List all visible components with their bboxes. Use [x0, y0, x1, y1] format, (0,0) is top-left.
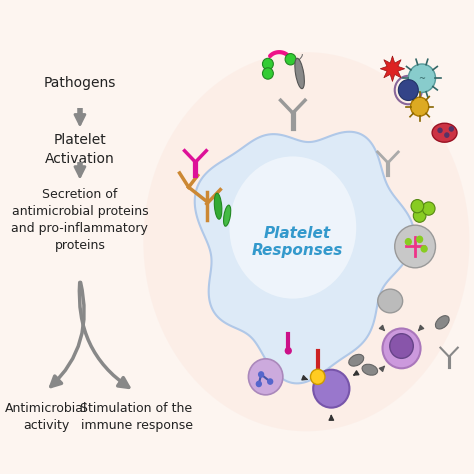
Ellipse shape: [295, 58, 304, 89]
Circle shape: [398, 80, 418, 100]
Circle shape: [285, 54, 296, 65]
Circle shape: [263, 58, 273, 70]
Circle shape: [267, 378, 273, 385]
Ellipse shape: [436, 316, 449, 329]
Circle shape: [395, 225, 436, 268]
Circle shape: [438, 128, 443, 133]
Ellipse shape: [432, 123, 457, 142]
Text: Platelet
Activation: Platelet Activation: [45, 133, 115, 165]
Circle shape: [422, 202, 435, 215]
Polygon shape: [380, 56, 405, 82]
Polygon shape: [195, 132, 414, 383]
Circle shape: [383, 328, 420, 368]
Circle shape: [248, 359, 283, 395]
Circle shape: [390, 334, 413, 358]
Circle shape: [416, 236, 423, 243]
Circle shape: [310, 369, 325, 384]
Circle shape: [285, 347, 292, 355]
Ellipse shape: [349, 355, 364, 366]
Circle shape: [444, 132, 449, 138]
Ellipse shape: [229, 156, 356, 299]
Circle shape: [448, 126, 454, 132]
Text: Pathogens: Pathogens: [44, 76, 116, 90]
Text: Antimicrobial
activity: Antimicrobial activity: [5, 402, 87, 432]
Text: ~: ~: [419, 74, 425, 82]
Circle shape: [410, 97, 428, 116]
Circle shape: [411, 200, 424, 213]
Circle shape: [313, 370, 349, 408]
Text: Secretion of
antimicrobial proteins
and pro-inflammatory
proteins: Secretion of antimicrobial proteins and …: [11, 188, 148, 253]
Ellipse shape: [214, 193, 222, 219]
Circle shape: [258, 371, 264, 378]
Text: Stimulation of the
immune response: Stimulation of the immune response: [81, 402, 192, 432]
Ellipse shape: [362, 364, 378, 375]
Text: Platelet
Responses: Platelet Responses: [252, 226, 343, 258]
Ellipse shape: [224, 205, 231, 226]
Circle shape: [263, 68, 273, 79]
Circle shape: [413, 209, 426, 222]
Circle shape: [408, 64, 436, 92]
Ellipse shape: [378, 289, 402, 313]
Ellipse shape: [143, 52, 469, 431]
Circle shape: [420, 245, 428, 253]
Circle shape: [405, 238, 412, 246]
Circle shape: [255, 381, 262, 387]
